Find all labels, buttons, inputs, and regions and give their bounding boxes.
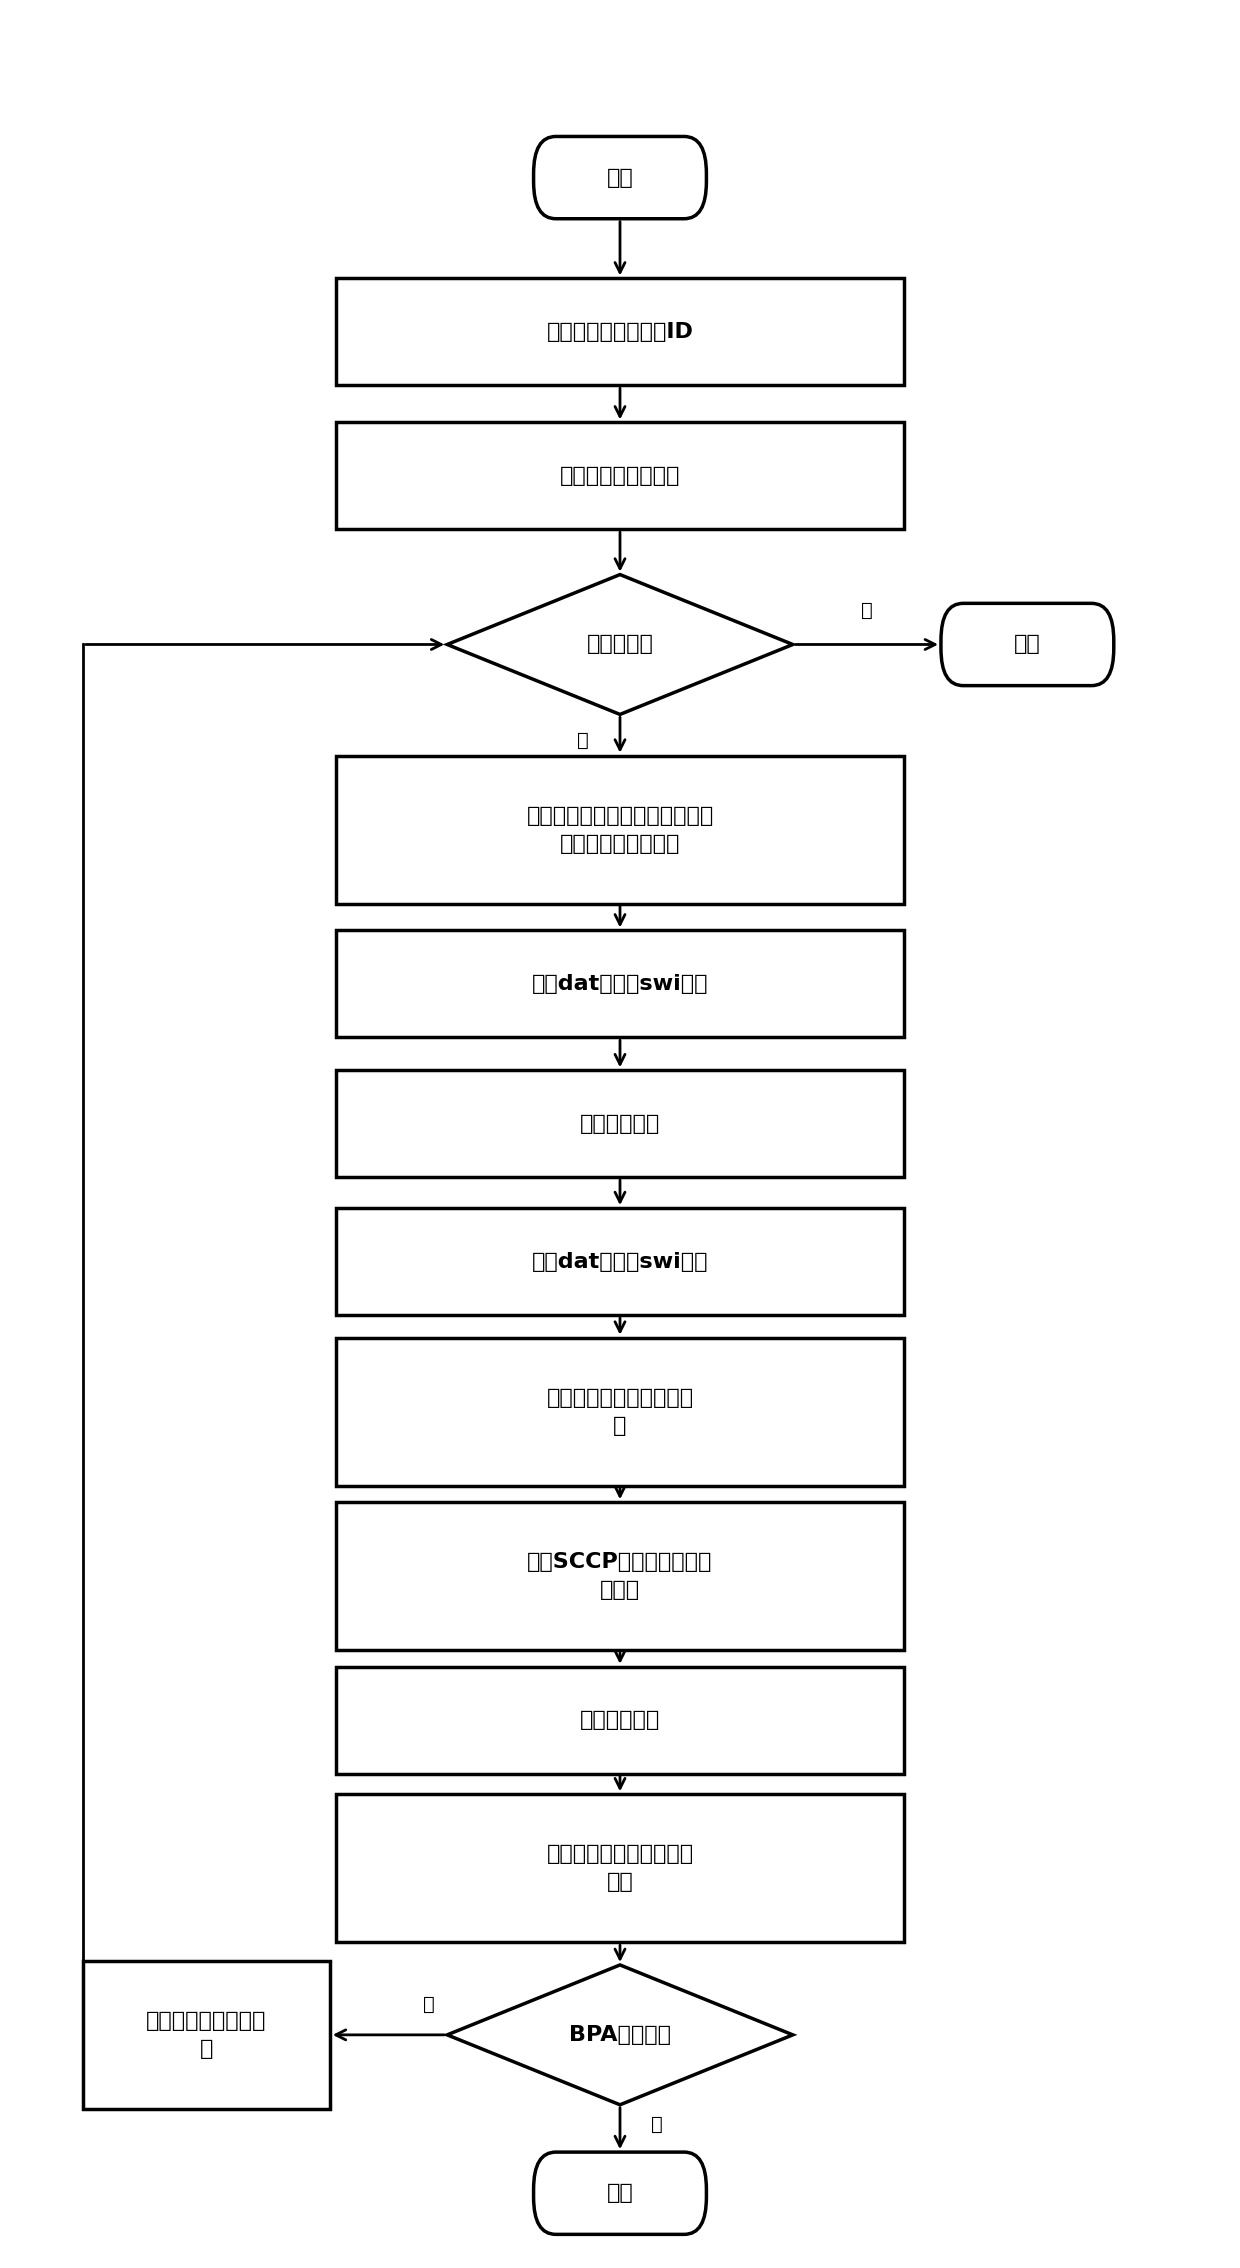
Bar — [83, 1962, 330, 2109]
Bar — [336, 1667, 904, 1774]
Bar — [336, 1338, 904, 1486]
Text: 结束: 结束 — [1014, 635, 1040, 655]
Text: 解析结果文件: 解析结果文件 — [580, 1710, 660, 1730]
Bar — [336, 279, 904, 386]
Text: 累加计算短路电流累积效
应値: 累加计算短路电流累积效 应値 — [547, 1844, 693, 1892]
Text: 形成短路计算控制文件文
件: 形成短路计算控制文件文 件 — [547, 1388, 693, 1436]
Polygon shape — [448, 574, 792, 714]
Text: 获取dat文件和swi文件: 获取dat文件和swi文件 — [532, 973, 708, 993]
Bar — [336, 1794, 904, 1941]
Bar — [336, 930, 904, 1036]
FancyBboxPatch shape — [533, 2152, 707, 2234]
Text: 是: 是 — [651, 2116, 662, 2134]
Polygon shape — [448, 1964, 792, 2105]
Bar — [336, 755, 904, 903]
Text: 配网拓扑转换: 配网拓扑转换 — [580, 1114, 660, 1134]
FancyBboxPatch shape — [941, 603, 1114, 685]
Text: 修改dat文件和swi文件: 修改dat文件和swi文件 — [532, 1252, 708, 1272]
Text: 调用SCCP进行短路电流故
障计算: 调用SCCP进行短路电流故 障计算 — [527, 1551, 713, 1601]
FancyBboxPatch shape — [533, 136, 707, 218]
Text: 开始: 开始 — [606, 168, 634, 188]
Text: BPA计算异常: BPA计算异常 — [569, 2025, 671, 2046]
Text: 有: 有 — [578, 730, 589, 751]
Text: 将本故障写入结果文
件: 将本故障写入结果文 件 — [146, 2012, 267, 2059]
Text: 获取故障信息库中该故障的故障
信息和系统运行方式: 获取故障信息库中该故障的故障 信息和系统运行方式 — [526, 805, 714, 853]
Bar — [336, 422, 904, 528]
Text: 读取故障信息库文件: 读取故障信息库文件 — [559, 465, 681, 485]
Bar — [336, 1209, 904, 1315]
Text: 无: 无 — [861, 601, 873, 619]
Text: 否: 否 — [423, 1996, 435, 2014]
Bar — [336, 1501, 904, 1651]
Text: 下一个故障: 下一个故障 — [587, 635, 653, 655]
Text: 给定故障时间与故障ID: 给定故障时间与故障ID — [547, 322, 693, 342]
Bar — [336, 1070, 904, 1177]
Text: 结束: 结束 — [606, 2184, 634, 2202]
